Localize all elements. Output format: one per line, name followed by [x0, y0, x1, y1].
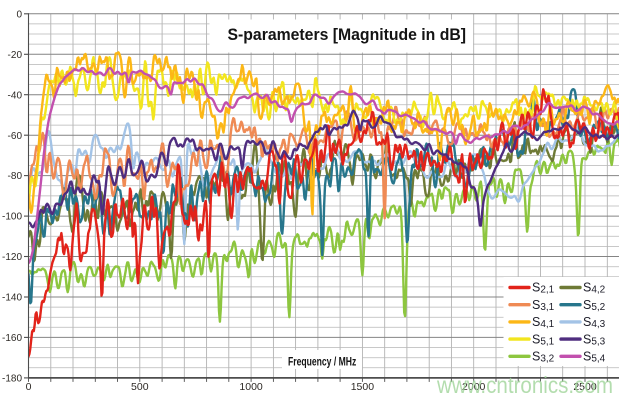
svg-text:www.cntronics.com: www.cntronics.com: [436, 372, 613, 398]
svg-text:500: 500: [131, 381, 149, 393]
svg-text:-100: -100: [2, 212, 22, 223]
svg-text:S-parameters [Magnitude in dB]: S-parameters [Magnitude in dB]: [228, 26, 467, 44]
svg-text:0: 0: [26, 381, 32, 393]
svg-text:-60: -60: [8, 131, 23, 142]
svg-text:-40: -40: [8, 90, 23, 101]
svg-text:-180: -180: [2, 374, 22, 385]
svg-text:-20: -20: [8, 50, 23, 61]
svg-text:Frequency / MHz: Frequency / MHz: [288, 354, 356, 368]
svg-text:-80: -80: [8, 171, 23, 182]
svg-text:-160: -160: [2, 333, 22, 344]
svg-text:1000: 1000: [239, 381, 263, 393]
svg-text:1500: 1500: [351, 381, 375, 393]
svg-text:0: 0: [16, 9, 22, 20]
svg-text:-140: -140: [2, 293, 22, 304]
svg-text:-120: -120: [2, 252, 22, 263]
